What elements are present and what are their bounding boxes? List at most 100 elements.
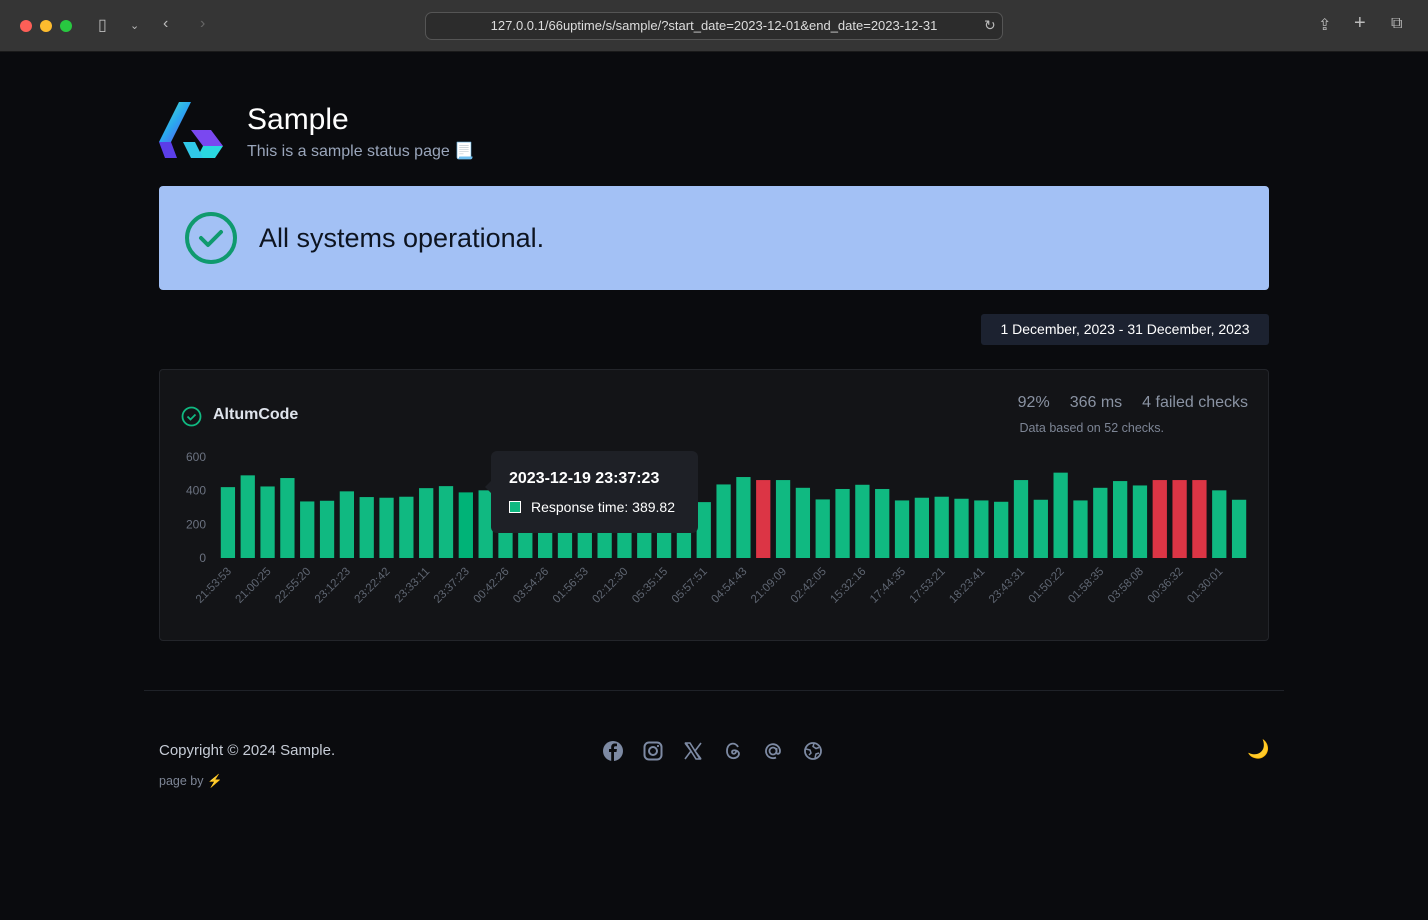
- bar[interactable]: [1112, 481, 1128, 558]
- bar[interactable]: [399, 496, 414, 558]
- y-tick-label: 200: [186, 517, 206, 531]
- bar[interactable]: [1231, 499, 1247, 558]
- x-tick-label: 21:09:09: [749, 566, 789, 606]
- response-time-chart[interactable]: 0 200 400 600 21:53:53 21:00:25 22:55:20 23:12:…: [160, 370, 1270, 642]
- page-title: Sample: [247, 103, 349, 136]
- bar[interactable]: [280, 478, 295, 558]
- failed-checks: 4 failed checks: [1142, 394, 1248, 411]
- y-tick-label: 600: [186, 450, 206, 464]
- bar[interactable]: [1013, 480, 1029, 558]
- address-bar[interactable]: 127.0.0.1/66uptime/s/sample/?start_date=…: [425, 12, 1003, 40]
- bar[interactable]: [359, 497, 374, 558]
- bar[interactable]: [458, 492, 473, 558]
- check-circle-icon: [185, 212, 237, 264]
- theme-toggle-moon-icon[interactable]: 🌙: [1247, 739, 1270, 759]
- x-tick-label: 05:57:51: [670, 566, 710, 606]
- bar[interactable]: [1053, 472, 1068, 558]
- bar[interactable]: [1132, 485, 1148, 558]
- bar[interactable]: [795, 487, 811, 558]
- tooltip-value: Response time: 389.82: [531, 499, 675, 515]
- bar[interactable]: [379, 497, 394, 558]
- monitor-card: AltumCode 92% 366 ms 4 failed checks Dat…: [159, 369, 1269, 641]
- bar[interactable]: [994, 501, 1009, 558]
- social-links: [603, 741, 823, 761]
- website-icon[interactable]: [803, 741, 823, 761]
- x-tick-label: 17:53:21: [908, 566, 948, 606]
- x-tick-label: 00:42:26: [471, 566, 511, 606]
- page-description: This is a sample status page 📃: [247, 143, 475, 160]
- x-tick-label: 03:58:08: [1106, 566, 1146, 606]
- monitor-stats: 92% 366 ms 4 failed checks: [1018, 394, 1248, 412]
- x-tick-label: 18:23:41: [947, 566, 987, 606]
- bar[interactable]: [300, 501, 315, 558]
- bar[interactable]: [339, 491, 355, 558]
- bar[interactable]: [934, 496, 949, 558]
- sidebar-icon[interactable]: ▯: [98, 17, 107, 34]
- date-range-picker[interactable]: 1 December, 2023 - 31 December, 2023: [981, 314, 1269, 345]
- y-tick-label: 400: [186, 484, 206, 498]
- bar[interactable]: [815, 499, 830, 558]
- tabs-overview-icon[interactable]: ⧉: [1391, 15, 1403, 32]
- bar[interactable]: [478, 490, 493, 558]
- bar[interactable]: [974, 500, 989, 558]
- x-icon[interactable]: [683, 741, 703, 761]
- x-tick-label: 23:12:23: [313, 566, 353, 606]
- x-tick-label: 21:53:53: [194, 566, 234, 606]
- monitor-name: AltumCode: [213, 406, 299, 423]
- x-tick-label: 01:50:22: [1027, 566, 1067, 606]
- new-tab-icon[interactable]: +: [1354, 12, 1366, 34]
- instagram-icon[interactable]: [643, 741, 663, 761]
- status-text: All systems operational.: [259, 223, 545, 253]
- bar[interactable]: [775, 480, 791, 558]
- bar-failed[interactable]: [756, 480, 771, 558]
- bar[interactable]: [319, 500, 335, 558]
- bar[interactable]: [240, 475, 255, 558]
- y-tick-label: 0: [199, 551, 206, 565]
- reload-icon[interactable]: ↻: [984, 17, 996, 33]
- bar[interactable]: [220, 487, 236, 558]
- footer-divider: [144, 690, 1284, 691]
- email-icon[interactable]: [763, 741, 783, 761]
- facebook-icon[interactable]: [603, 741, 623, 761]
- bar[interactable]: [1073, 500, 1088, 558]
- threads-icon[interactable]: [723, 741, 743, 761]
- bar-failed[interactable]: [1192, 480, 1207, 558]
- chevron-down-icon[interactable]: ⌄: [130, 20, 140, 32]
- bar[interactable]: [1093, 487, 1108, 558]
- bar[interactable]: [914, 497, 929, 558]
- bar[interactable]: [855, 484, 870, 558]
- average-response-time: 366 ms: [1069, 394, 1123, 411]
- minimize-window-button[interactable]: [40, 20, 52, 32]
- close-window-button[interactable]: [20, 20, 32, 32]
- page-by-link[interactable]: page by ⚡: [159, 774, 223, 788]
- bar[interactable]: [954, 498, 969, 558]
- forward-icon[interactable]: ›: [200, 15, 206, 32]
- x-tick-label: 01:30:01: [1185, 566, 1225, 606]
- share-icon[interactable]: ⇪: [1318, 17, 1332, 34]
- bar[interactable]: [1212, 490, 1227, 558]
- x-tick-label: 01:56:53: [551, 566, 591, 606]
- bar[interactable]: [1033, 499, 1048, 558]
- bar-failed[interactable]: [1172, 480, 1187, 558]
- status-banner: All systems operational.: [159, 186, 1269, 290]
- bar[interactable]: [696, 502, 711, 558]
- bar-failed[interactable]: [1152, 480, 1167, 558]
- logo: [159, 102, 223, 158]
- copyright: Copyright © 2024 Sample.: [159, 742, 336, 759]
- uptime-percentage: 92%: [1017, 394, 1050, 411]
- bar[interactable]: [438, 486, 454, 558]
- bar[interactable]: [260, 486, 275, 558]
- bar[interactable]: [835, 488, 850, 558]
- checks-note: Data based on 52 checks.: [1019, 421, 1164, 435]
- back-icon[interactable]: ‹: [163, 15, 169, 32]
- bar[interactable]: [736, 477, 751, 558]
- maximize-window-button[interactable]: [60, 20, 72, 32]
- bar[interactable]: [716, 484, 731, 558]
- bar[interactable]: [419, 488, 434, 558]
- x-tick-label: 23:22:42: [353, 566, 393, 606]
- bar[interactable]: [894, 500, 910, 558]
- x-tick-label: 02:12:30: [590, 566, 630, 606]
- x-tick-label: 17:44:35: [868, 566, 908, 606]
- check-circle-icon: [181, 406, 202, 427]
- bar[interactable]: [875, 488, 890, 558]
